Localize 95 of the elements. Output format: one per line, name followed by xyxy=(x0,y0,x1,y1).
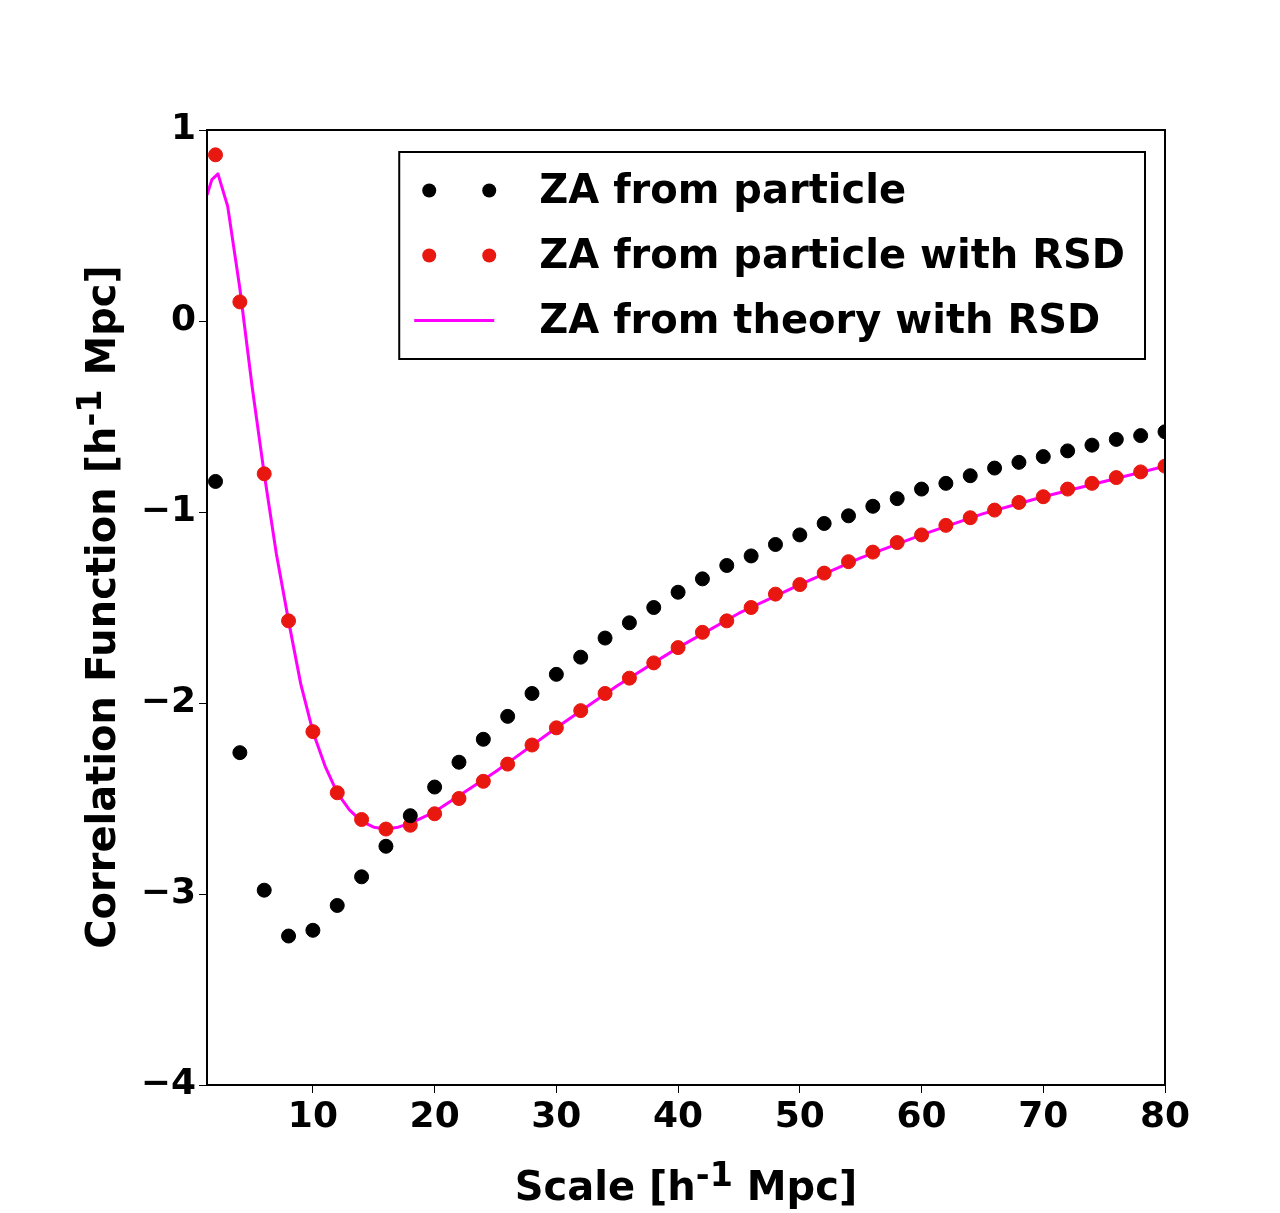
x-tick-label: 60 xyxy=(896,1093,947,1135)
x-tick-label: 50 xyxy=(774,1093,825,1135)
point xyxy=(402,808,418,824)
point xyxy=(208,473,224,489)
point xyxy=(573,649,589,665)
point xyxy=(987,460,1003,476)
point xyxy=(914,481,930,497)
legend-label: ZA from theory with RSD xyxy=(539,295,1101,342)
point xyxy=(889,491,905,507)
y-tick-label: 1 xyxy=(170,106,196,148)
point xyxy=(719,613,735,629)
point xyxy=(694,624,710,640)
point xyxy=(281,928,297,944)
point xyxy=(378,821,394,837)
point xyxy=(987,502,1003,518)
point xyxy=(232,294,248,310)
point xyxy=(670,584,686,600)
point xyxy=(1011,494,1027,510)
y-tick-label: −3 xyxy=(140,870,196,912)
point xyxy=(670,640,686,656)
point xyxy=(1084,437,1100,453)
point xyxy=(256,466,272,482)
point xyxy=(524,685,540,701)
point xyxy=(816,515,832,531)
point xyxy=(281,613,297,629)
point xyxy=(232,745,248,761)
point xyxy=(743,548,759,564)
point xyxy=(548,666,564,682)
point xyxy=(792,527,808,543)
point xyxy=(500,708,516,724)
point xyxy=(694,571,710,587)
point xyxy=(841,554,857,570)
point xyxy=(378,838,394,854)
point xyxy=(646,655,662,671)
point xyxy=(1108,431,1124,447)
point xyxy=(646,600,662,615)
point xyxy=(816,565,832,581)
x-tick-label: 40 xyxy=(653,1093,704,1135)
point xyxy=(767,586,783,602)
x-tick-label: 80 xyxy=(1139,1093,1191,1135)
x-tick-label: 70 xyxy=(1018,1093,1069,1135)
point xyxy=(767,536,783,552)
point xyxy=(573,703,589,719)
point xyxy=(354,812,370,828)
point xyxy=(938,517,954,533)
point xyxy=(256,882,272,898)
legend-label: ZA from particle xyxy=(539,165,907,212)
point xyxy=(427,806,443,822)
point xyxy=(1035,449,1051,465)
point xyxy=(1011,454,1027,470)
point xyxy=(475,731,491,747)
x-axis-title: Scale [h$^{-1}$ Mpc] xyxy=(514,1154,858,1210)
point xyxy=(621,615,637,631)
point xyxy=(1084,475,1100,491)
legend-label: ZA from particle with RSD xyxy=(539,230,1125,277)
point xyxy=(962,510,978,526)
y-tick-label: 0 xyxy=(170,297,196,339)
x-tick-label: 30 xyxy=(531,1093,582,1135)
x-tick-label: 10 xyxy=(287,1093,338,1135)
point xyxy=(597,630,613,646)
point xyxy=(548,720,564,736)
point xyxy=(354,869,370,885)
point xyxy=(865,544,881,560)
y-tick-label: −2 xyxy=(140,679,196,721)
point xyxy=(305,724,321,740)
point xyxy=(1060,481,1076,497)
point xyxy=(1108,470,1124,486)
point xyxy=(841,508,857,524)
point xyxy=(889,535,905,551)
point xyxy=(475,773,491,789)
point xyxy=(524,737,540,753)
y-tick-label: −1 xyxy=(140,488,196,530)
point xyxy=(719,557,735,573)
point xyxy=(621,670,637,686)
point xyxy=(1133,428,1149,444)
point xyxy=(914,527,930,543)
point xyxy=(743,600,759,615)
point xyxy=(865,498,881,514)
point xyxy=(305,922,321,938)
point xyxy=(792,577,808,593)
point xyxy=(427,779,443,795)
point xyxy=(962,468,978,484)
point xyxy=(1060,443,1076,459)
y-tick-label: −4 xyxy=(140,1061,196,1103)
point xyxy=(597,685,613,701)
point xyxy=(329,785,345,801)
x-tick-label: 20 xyxy=(409,1093,460,1135)
point xyxy=(451,754,467,770)
point xyxy=(1035,489,1051,505)
point xyxy=(451,791,467,806)
point xyxy=(1133,464,1149,480)
point xyxy=(938,475,954,491)
point xyxy=(329,897,345,913)
point xyxy=(208,147,224,163)
point xyxy=(500,756,516,772)
